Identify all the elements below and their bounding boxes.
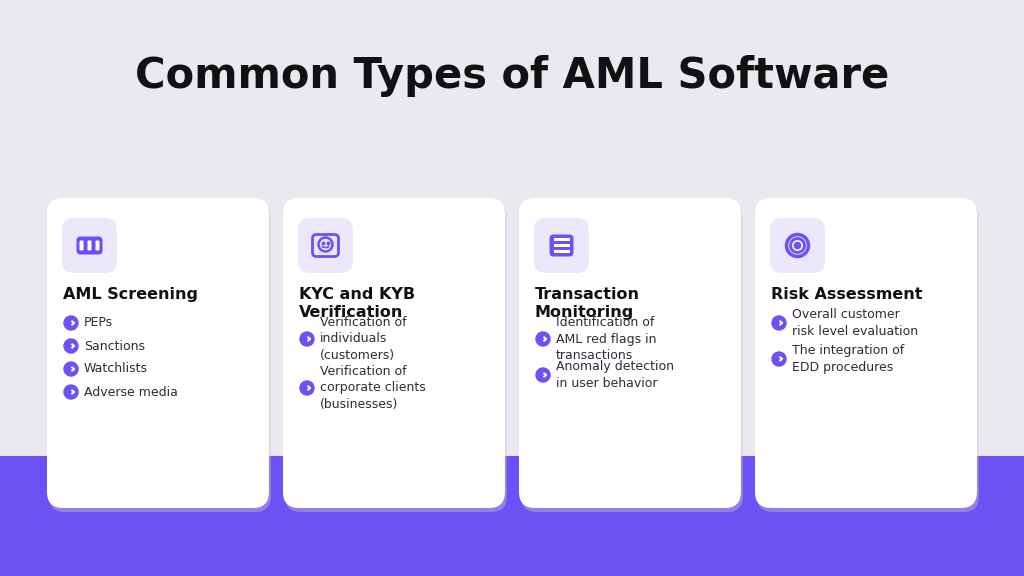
FancyBboxPatch shape (95, 241, 99, 251)
Text: PEPs: PEPs (84, 316, 113, 329)
Circle shape (63, 339, 78, 353)
FancyBboxPatch shape (0, 456, 1024, 576)
FancyBboxPatch shape (80, 241, 84, 251)
FancyBboxPatch shape (49, 202, 271, 512)
FancyBboxPatch shape (755, 198, 977, 508)
Text: The integration of
EDD procedures: The integration of EDD procedures (792, 344, 904, 374)
Text: Watchlists: Watchlists (84, 362, 148, 376)
Text: KYC and KYB
Verification: KYC and KYB Verification (299, 287, 415, 320)
Circle shape (300, 381, 314, 395)
Text: Common Types of AML Software: Common Types of AML Software (135, 55, 889, 97)
Text: Identification of
AML red flags in
transactions: Identification of AML red flags in trans… (556, 316, 656, 362)
Circle shape (536, 368, 550, 382)
Circle shape (772, 352, 786, 366)
Circle shape (536, 332, 550, 346)
FancyBboxPatch shape (62, 218, 117, 273)
Circle shape (63, 316, 78, 330)
Text: Adverse media: Adverse media (84, 385, 178, 399)
FancyBboxPatch shape (519, 198, 741, 508)
Circle shape (772, 316, 786, 330)
FancyBboxPatch shape (285, 202, 507, 512)
FancyBboxPatch shape (554, 250, 569, 253)
Text: Verification of
corporate clients
(businesses): Verification of corporate clients (busin… (319, 365, 426, 411)
FancyBboxPatch shape (521, 202, 743, 512)
FancyBboxPatch shape (77, 237, 102, 255)
Text: Verification of
individuals
(customers): Verification of individuals (customers) (319, 316, 407, 362)
FancyBboxPatch shape (534, 218, 589, 273)
FancyBboxPatch shape (757, 202, 979, 512)
Text: Overall customer
risk level evaluation: Overall customer risk level evaluation (792, 308, 919, 338)
Circle shape (795, 242, 801, 248)
Circle shape (63, 385, 78, 399)
FancyBboxPatch shape (550, 234, 573, 256)
FancyBboxPatch shape (47, 198, 269, 508)
Text: Risk Assessment: Risk Assessment (771, 287, 923, 302)
Circle shape (63, 362, 78, 376)
FancyBboxPatch shape (298, 218, 353, 273)
FancyBboxPatch shape (554, 238, 569, 241)
FancyBboxPatch shape (87, 241, 91, 251)
FancyBboxPatch shape (554, 244, 569, 247)
FancyBboxPatch shape (283, 198, 505, 508)
Text: AML Screening: AML Screening (63, 287, 198, 302)
Text: Transaction
Monitoring: Transaction Monitoring (535, 287, 640, 320)
Text: Anomaly detection
in user behavior: Anomaly detection in user behavior (556, 360, 674, 390)
Circle shape (300, 332, 314, 346)
FancyBboxPatch shape (770, 218, 825, 273)
Text: Sanctions: Sanctions (84, 339, 145, 353)
